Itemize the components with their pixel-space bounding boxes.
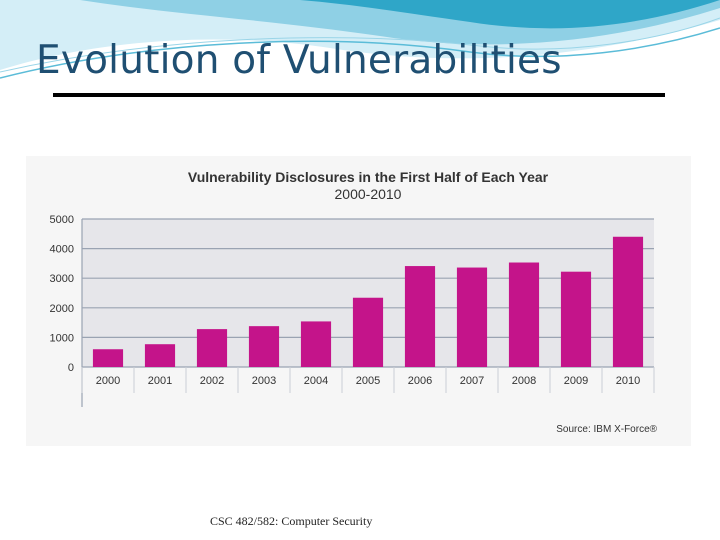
chart-source: Source: IBM X-Force® (556, 424, 657, 435)
slide-title: Evolution of Vulnerabilities (36, 38, 562, 83)
bar-2004 (300, 321, 332, 367)
x-tick-label: 2007 (460, 375, 484, 387)
chart-panel: Vulnerability Disclosures in the First H… (26, 156, 691, 446)
y-tick-label: 4000 (50, 244, 74, 256)
y-tick-label: 5000 (50, 214, 74, 226)
bar-2000 (92, 349, 124, 367)
wave-dark-band (300, 0, 720, 29)
y-tick-label: 1000 (50, 332, 74, 344)
y-tick-label: 0 (68, 362, 74, 374)
plot-area: 0 1000 2000 3000 4000 5000 2000 2001 2002 2003 200… (50, 214, 655, 407)
bar-2001 (144, 344, 176, 367)
x-tick-label: 2001 (148, 375, 172, 387)
header-wave-decoration (0, 0, 720, 79)
chart-subtitle: 2000-2010 (335, 186, 402, 202)
bar-2003 (248, 326, 280, 367)
bar-2008 (508, 262, 540, 367)
slide-footer: CSC 482/582: Computer Security (210, 514, 373, 528)
x-tick-label: 2004 (304, 375, 328, 387)
wave-line-1 (0, 27, 720, 79)
bar-2007 (456, 267, 488, 367)
x-tick-label: 2005 (356, 375, 380, 387)
x-tick-label: 2002 (200, 375, 224, 387)
x-tick-label: 2006 (408, 375, 432, 387)
bar-2010 (612, 236, 644, 367)
chart-title: Vulnerability Disclosures in the First H… (188, 169, 549, 185)
x-tick-label: 2010 (616, 375, 640, 387)
x-tick-label: 2008 (512, 375, 536, 387)
x-tick-label: 2003 (252, 375, 276, 387)
bar-2009 (560, 271, 592, 367)
x-tick-label: 2000 (96, 375, 120, 387)
bar-2005 (352, 297, 384, 367)
y-tick-label: 2000 (50, 303, 74, 315)
bar-2002 (196, 329, 228, 367)
title-underline (53, 93, 665, 97)
x-tick-label: 2009 (564, 375, 588, 387)
bar-chart: Vulnerability Disclosures in the First H… (50, 169, 658, 435)
bar-2006 (404, 266, 436, 367)
wave-line-2 (0, 17, 720, 73)
y-tick-label: 3000 (50, 273, 74, 285)
